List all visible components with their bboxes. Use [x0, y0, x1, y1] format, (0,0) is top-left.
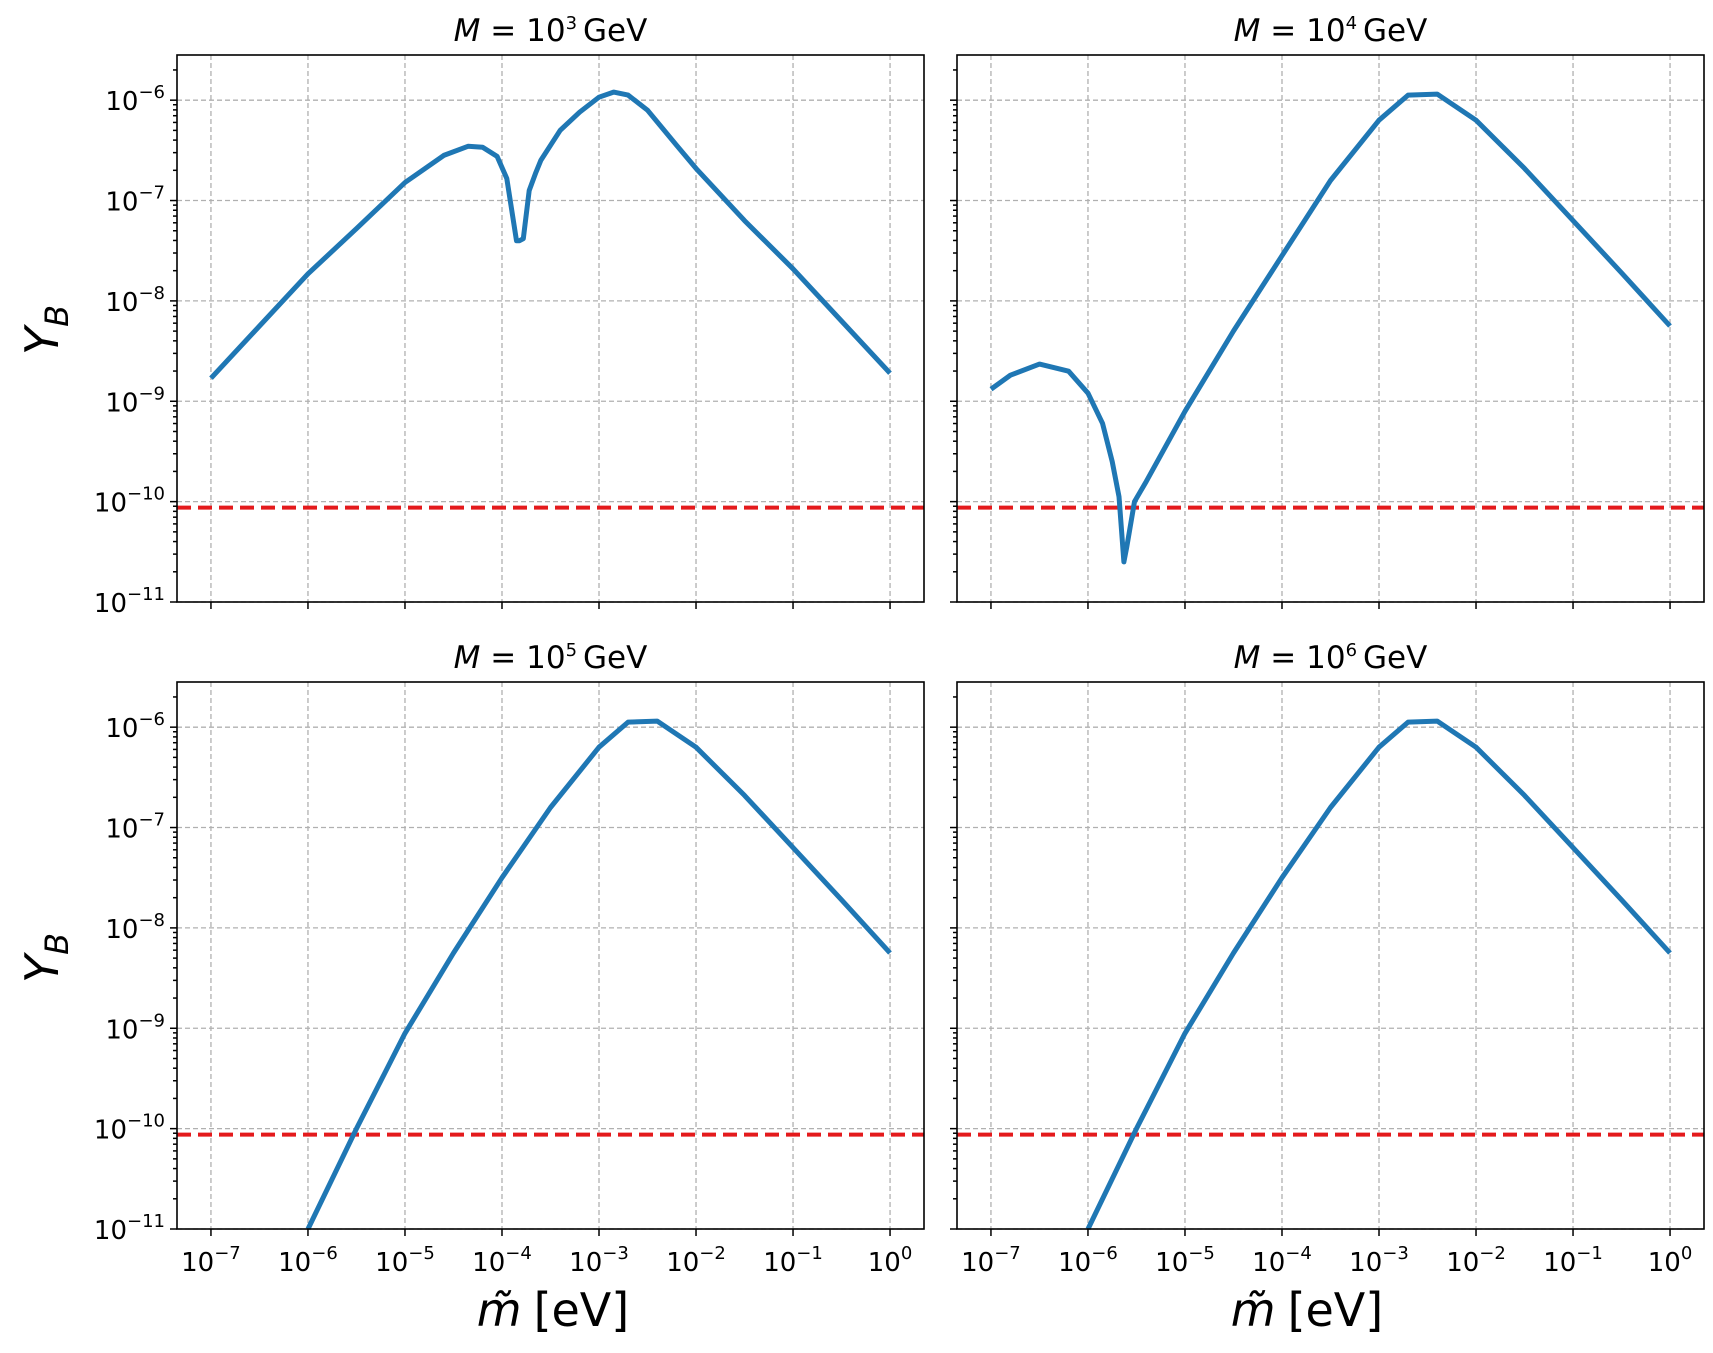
x-tick-label: 10−2 — [666, 1243, 726, 1278]
x-tick-label: 10−2 — [1446, 1243, 1506, 1278]
x-tick-label: 100 — [1648, 1243, 1693, 1278]
x-tick-label: 10−4 — [472, 1243, 532, 1278]
title-exponent: 3 — [566, 13, 577, 34]
x-tick-label: 10−6 — [278, 1243, 338, 1278]
panel-m1e6: 10−7 10−6 10−5 10−4 10−3 10−2 10−1 100 M = 106 G… — [950, 640, 1705, 1278]
title-symbol: M — [454, 13, 481, 49]
data-curve — [305, 718, 892, 1231]
title-symbol: M — [454, 640, 481, 676]
x-tick-label: 10−1 — [763, 1243, 823, 1278]
y-tick-label: 10−10 — [94, 1111, 165, 1146]
panel-m1e4: M = 104 GeV — [950, 13, 1705, 609]
axis-ticks — [950, 69, 1671, 609]
x-tick-label: 10−5 — [375, 1243, 435, 1278]
panel-grid — [957, 55, 1704, 603]
y-tick-label: 10−6 — [105, 709, 165, 744]
data-curve — [989, 91, 1672, 565]
x-tick-label: 10−5 — [1155, 1243, 1215, 1278]
panel-grid — [957, 682, 1704, 1230]
title-symbol: M — [1234, 640, 1261, 676]
y-tick-label: 10−11 — [94, 1211, 165, 1246]
x-tick-label: 10−3 — [569, 1243, 629, 1278]
y-tick-label: 10−9 — [105, 383, 165, 418]
plot-frame — [956, 54, 1705, 603]
y-tick-label: 10−10 — [94, 484, 165, 519]
x-tick-label: 100 — [868, 1243, 913, 1278]
panel-m1e5: 10−7 10−6 10−5 10−4 10−3 10−2 10−1 100 10−11 10−1… — [94, 640, 925, 1278]
panel-grid — [177, 682, 924, 1230]
y-tick-label: 10−7 — [105, 183, 165, 218]
x-tick-label: 10−4 — [1252, 1243, 1312, 1278]
x-tick-label: 10−7 — [181, 1243, 241, 1278]
x-tick-label: 10−7 — [961, 1243, 1021, 1278]
title-symbol: M — [1234, 13, 1261, 49]
x-tick-label: 10−6 — [1058, 1243, 1118, 1278]
axis-ticks: 10−11 10−10 10−9 10−8 10−7 10−6 — [94, 69, 891, 619]
title-exponent: 6 — [1346, 640, 1357, 661]
y-tick-label: 10−9 — [105, 1010, 165, 1045]
panel-title: M = 105 GeV — [454, 640, 648, 676]
y-tick-label: 10−11 — [94, 584, 165, 619]
plot-frame — [956, 681, 1705, 1230]
y-tick-label: 10−6 — [105, 82, 165, 117]
x-tick-label: 10−1 — [1543, 1243, 1603, 1278]
x-axis-label-left: m̃ [eV] — [477, 1283, 629, 1337]
data-curve — [209, 89, 892, 380]
y-tick-label: 10−8 — [105, 283, 165, 318]
panel-title: M = 106 GeV — [1234, 640, 1428, 676]
panel-title: M = 103 GeV — [454, 13, 648, 49]
title-exponent: 5 — [566, 640, 577, 661]
y-tick-label: 10−7 — [105, 810, 165, 845]
axis-ticks: 10−7 10−6 10−5 10−4 10−3 10−2 10−1 100 — [950, 696, 1693, 1278]
plot-frame — [176, 54, 925, 603]
y-axis-label-bottom: YB — [15, 933, 76, 983]
axis-ticks: 10−7 10−6 10−5 10−4 10−3 10−2 10−1 100 10−11 10−1… — [94, 696, 913, 1278]
x-axis-label-right: m̃ [eV] — [1231, 1283, 1383, 1337]
plot-frame — [176, 681, 925, 1230]
panel-grid — [177, 55, 924, 603]
y-tick-label: 10−8 — [105, 910, 165, 945]
data-curve — [1085, 718, 1672, 1231]
panel-title: M = 104 GeV — [1234, 13, 1428, 49]
title-exponent: 4 — [1346, 13, 1357, 34]
y-axis-label-top: YB — [15, 305, 76, 355]
panel-m1e3: 10−11 10−10 10−9 10−8 10−7 10−6 M = 103 GeV — [94, 13, 925, 619]
x-tick-label: 10−3 — [1349, 1243, 1409, 1278]
